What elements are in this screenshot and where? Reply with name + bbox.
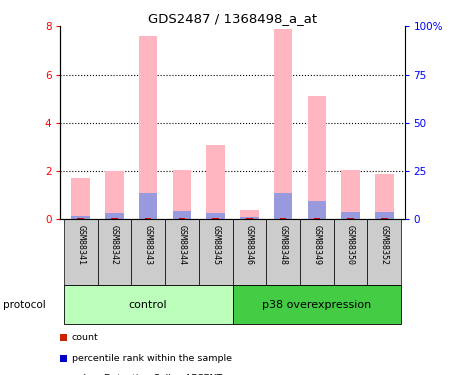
Text: GSM88352: GSM88352 [380,225,389,265]
Bar [213,218,219,219]
Text: GSM88349: GSM88349 [312,225,321,265]
Text: protocol: protocol [2,300,45,310]
Bar [280,218,286,219]
Bar [64,219,98,285]
Bar [240,210,259,219]
Bar [206,144,225,219]
Text: GSM88344: GSM88344 [177,225,186,265]
Bar [300,219,334,285]
Bar [381,218,387,219]
Bar [334,219,367,285]
Bar [64,285,232,324]
Bar [173,170,191,219]
Bar [145,218,152,219]
Text: GSM88345: GSM88345 [211,225,220,265]
Bar [105,171,124,219]
Text: control: control [129,300,167,310]
Bar [206,213,225,219]
Bar [375,212,393,219]
Bar [179,218,185,219]
Text: GSM88346: GSM88346 [245,225,254,265]
Bar [105,213,124,219]
Bar [274,193,292,219]
Bar [232,285,401,324]
Bar [375,174,393,219]
Text: p38 overexpression: p38 overexpression [262,300,372,310]
Text: GSM88342: GSM88342 [110,225,119,265]
Bar [72,178,90,219]
Bar [173,211,191,219]
Bar [347,218,354,219]
Bar [131,219,165,285]
Text: count: count [72,333,99,342]
Bar [341,170,360,219]
Bar [341,212,360,219]
Bar [139,193,158,219]
Bar [165,219,199,285]
Text: value, Detection Call = ABSENT: value, Detection Call = ABSENT [72,374,222,375]
Bar [98,219,131,285]
Text: GSM88348: GSM88348 [279,225,288,265]
Bar [367,219,401,285]
Bar [111,218,118,219]
Bar [139,36,158,219]
Title: GDS2487 / 1368498_a_at: GDS2487 / 1368498_a_at [148,12,317,25]
Bar [313,218,320,219]
Text: percentile rank within the sample: percentile rank within the sample [72,354,232,363]
Text: GSM88343: GSM88343 [144,225,153,265]
Bar [78,218,84,219]
Bar [307,201,326,219]
Bar [266,219,300,285]
Bar [199,219,232,285]
Bar [246,218,252,219]
Text: GSM88341: GSM88341 [76,225,85,265]
Bar [274,28,292,219]
Text: GSM88350: GSM88350 [346,225,355,265]
Bar [72,216,90,219]
Bar [232,219,266,285]
Bar [307,96,326,219]
Bar [240,217,259,219]
